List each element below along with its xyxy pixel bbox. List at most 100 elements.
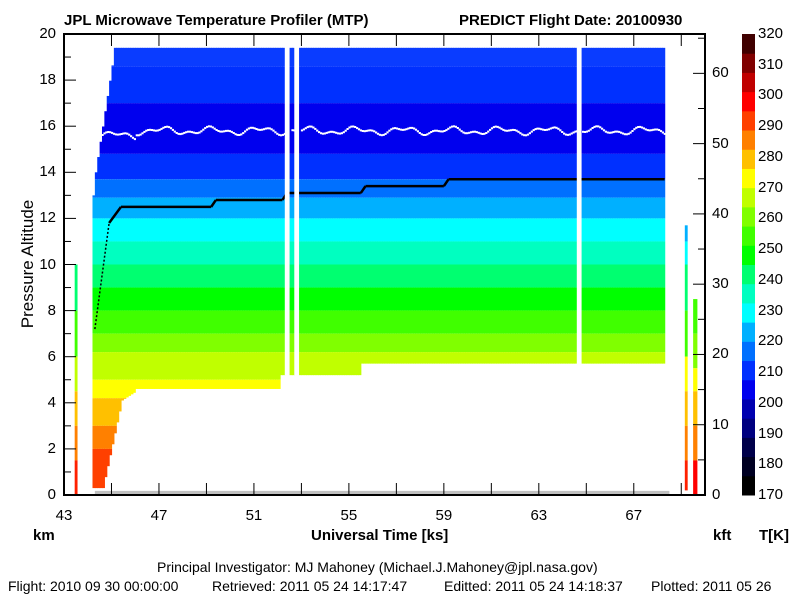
- curtain-cell: [431, 197, 435, 219]
- curtain-cell: [429, 218, 433, 242]
- curtain-cell: [517, 333, 521, 353]
- curtain-cell: [403, 179, 407, 198]
- aircraft-altitude-point: [319, 132, 323, 135]
- curtain-cell: [177, 264, 181, 288]
- curtain-cell: [251, 333, 255, 353]
- curtain-cell: [329, 241, 333, 265]
- curtain-cell: [619, 333, 623, 353]
- curtain-cell: [446, 310, 450, 334]
- curtain-cell: [636, 218, 640, 242]
- curtain-cell: [477, 241, 481, 265]
- curtain-cell: [536, 153, 540, 180]
- profile-column: [684, 425, 688, 461]
- curtain-cell: [519, 352, 523, 364]
- curtain-cell: [277, 352, 281, 380]
- curtain-cell: [536, 264, 540, 288]
- curtain-cell: [289, 287, 293, 311]
- curtain-cell: [208, 352, 212, 380]
- curtain-cell: [657, 352, 661, 364]
- curtain-cell: [398, 333, 402, 353]
- curtain-cell: [443, 310, 447, 334]
- curtain-cell: [431, 310, 435, 334]
- curtain-cell: [327, 241, 331, 265]
- curtain-cell: [450, 197, 454, 219]
- curtain-cell: [104, 310, 108, 334]
- aircraft-altitude-point: [443, 130, 446, 132]
- curtain-cell: [367, 179, 371, 198]
- curtain-cell: [339, 103, 343, 154]
- colorbar-swatch: [742, 437, 755, 458]
- curtain-cell: [177, 153, 181, 180]
- curtain-cell: [151, 287, 155, 311]
- curtain-cell: [344, 153, 348, 180]
- curtain-cell: [553, 333, 557, 353]
- curtain-cell: [208, 333, 212, 353]
- curtain-cell: [410, 47, 414, 67]
- curtain-cell: [318, 153, 321, 180]
- curtain-cell: [633, 66, 637, 104]
- curtain-cell: [462, 103, 466, 154]
- curtain-cell: [258, 47, 262, 67]
- curtain-cell: [315, 352, 319, 376]
- curtain-cell: [479, 287, 483, 311]
- aircraft-altitude-point: [519, 132, 522, 135]
- curtain-cell: [621, 66, 625, 104]
- curtain-cell: [493, 103, 497, 154]
- curtain-cell: [598, 352, 602, 364]
- curtain-cell: [553, 179, 557, 198]
- curtain-cell: [436, 47, 440, 67]
- profile-column: [684, 225, 688, 242]
- curtain-cell: [662, 197, 666, 219]
- aircraft-altitude-point: [198, 131, 201, 134]
- curtain-cell: [353, 218, 357, 242]
- aircraft-altitude-point: [333, 131, 336, 134]
- curtain-cell: [182, 241, 186, 265]
- curtain-cell: [341, 179, 345, 198]
- curtain-cell: [610, 241, 614, 265]
- curtain-cell: [484, 153, 488, 180]
- curtain-cell: [543, 310, 547, 334]
- curtain-cell: [239, 264, 243, 288]
- curtain-cell: [512, 241, 516, 265]
- curtain-cell: [614, 287, 618, 311]
- curtain-cell: [106, 241, 110, 265]
- curtain-cell: [626, 179, 630, 198]
- curtain-cell: [377, 179, 381, 198]
- curtain-cell: [417, 333, 421, 353]
- curtain-cell: [234, 241, 238, 265]
- curtain-cell: [346, 310, 350, 334]
- y-tick-label-right: 30: [712, 275, 729, 293]
- curtain-cell: [353, 264, 357, 288]
- aircraft-altitude-point: [604, 130, 607, 133]
- curtain-cell: [531, 310, 535, 334]
- curtain-cell: [572, 310, 576, 334]
- curtain-cell: [310, 153, 314, 180]
- curtain-cell: [144, 153, 148, 180]
- curtain-cell: [289, 218, 293, 242]
- aircraft-altitude-point: [635, 126, 638, 129]
- curtain-cell: [116, 179, 120, 198]
- curtain-cell: [313, 218, 317, 242]
- curtain-cell: [415, 47, 419, 67]
- curtain-cell: [180, 47, 184, 67]
- curtain-cell: [282, 287, 286, 311]
- curtain-cell: [367, 153, 371, 180]
- data-gap: [576, 37, 582, 376]
- curtain-cell: [534, 197, 538, 219]
- curtain-cell: [144, 333, 148, 353]
- curtain-cell: [213, 47, 217, 67]
- aircraft-altitude-point: [661, 131, 664, 134]
- curtain-cell: [218, 264, 222, 288]
- curtain-cell: [201, 47, 205, 67]
- curtain-cell: [339, 153, 343, 180]
- curtain-cell: [467, 352, 471, 364]
- profile-column: [684, 310, 688, 357]
- curtain-cell: [389, 218, 393, 242]
- curtain-cell: [206, 264, 210, 288]
- curtain-cell: [101, 218, 105, 242]
- curtain-cell: [538, 333, 542, 353]
- curtain-cell: [318, 179, 321, 198]
- curtain-cell: [367, 66, 371, 104]
- curtain-cell: [118, 153, 122, 180]
- curtain-cell: [196, 153, 200, 180]
